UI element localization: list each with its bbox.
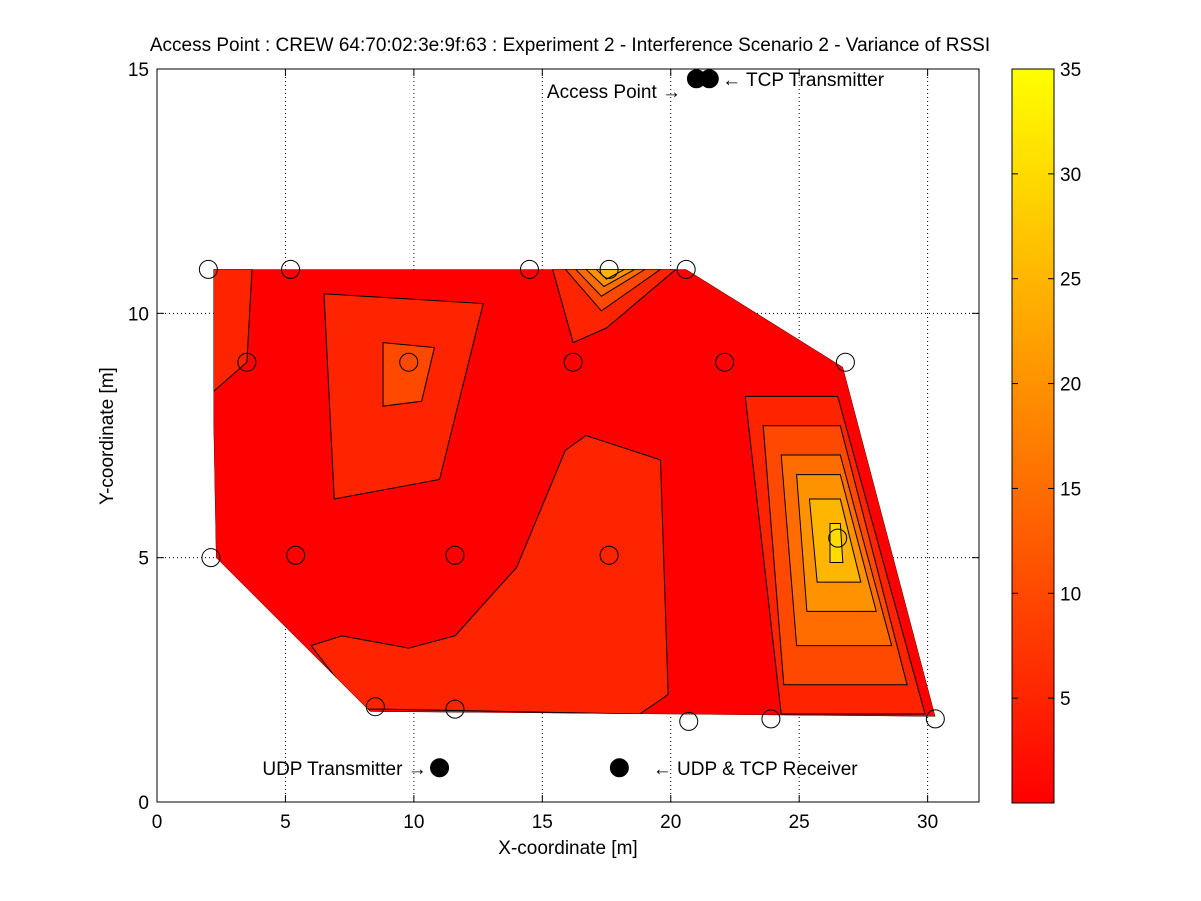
colorbar-tick-label: 5 bbox=[1060, 689, 1071, 710]
annotation-label: ← UDP & TCP Receiver bbox=[653, 759, 859, 780]
device-marker bbox=[699, 69, 719, 89]
colorbar-tick-label: 10 bbox=[1060, 584, 1081, 605]
x-axis-label: X-coordinate [m] bbox=[498, 838, 637, 859]
measurement-point bbox=[835, 352, 855, 372]
y-axis-ticks: 0 5 10 15 bbox=[128, 60, 979, 814]
contour-band bbox=[382, 342, 436, 407]
x-axis-ticks: 0 5 10 15 20 25 30 bbox=[152, 69, 938, 833]
measurement-point bbox=[198, 259, 218, 279]
measurement-point bbox=[828, 528, 848, 548]
measurement-point bbox=[445, 545, 465, 565]
chart-title: Access Point : CREW 64:70:02:3e:9f:63 : … bbox=[150, 35, 990, 56]
x-tick-label: 25 bbox=[789, 812, 810, 833]
x-tick-label: 0 bbox=[152, 812, 163, 833]
x-tick-label: 30 bbox=[917, 812, 938, 833]
colorbar-tick-label: 15 bbox=[1060, 479, 1081, 500]
annotations: Access Point → ← TCP Transmitter UDP Trans… bbox=[262, 70, 884, 780]
annotation-label: Access Point → bbox=[547, 82, 681, 103]
x-tick-label: 15 bbox=[532, 812, 553, 833]
contour-band bbox=[213, 269, 253, 393]
measurement-point bbox=[715, 352, 735, 372]
y-tick-label: 15 bbox=[128, 60, 149, 81]
y-axis-label: Y-coordinate [m] bbox=[97, 367, 118, 505]
colorbar-tick-label: 25 bbox=[1060, 270, 1081, 291]
measurement-point bbox=[237, 352, 257, 372]
measurement-point bbox=[445, 699, 465, 719]
colorbar-tick-label: 30 bbox=[1060, 165, 1081, 186]
measurement-point bbox=[281, 259, 301, 279]
measurement-point bbox=[761, 709, 781, 729]
colorbar-tick-label: 35 bbox=[1060, 60, 1081, 81]
device-marker bbox=[609, 758, 629, 778]
colorbar-gradient bbox=[1011, 68, 1055, 804]
measurement-point bbox=[286, 545, 306, 565]
x-tick-label: 20 bbox=[660, 812, 681, 833]
x-tick-label: 10 bbox=[403, 812, 424, 833]
plot-area: Access Point → ← TCP Transmitter UDP Trans… bbox=[128, 60, 980, 833]
contour-band bbox=[310, 434, 669, 715]
x-tick-label: 5 bbox=[280, 812, 291, 833]
measurement-point bbox=[201, 548, 221, 568]
annotation-label: UDP Transmitter → bbox=[262, 759, 426, 780]
measurement-point bbox=[365, 697, 385, 717]
measurement-point bbox=[676, 259, 696, 279]
colorbar-ticks: 5 10 15 20 25 30 35 bbox=[1012, 60, 1081, 710]
device-markers bbox=[430, 69, 719, 778]
measurement-point bbox=[599, 545, 619, 565]
contour-bands bbox=[213, 269, 936, 717]
measurement-point bbox=[679, 711, 699, 731]
y-tick-label: 10 bbox=[128, 304, 149, 325]
measurement-point bbox=[519, 259, 539, 279]
annotation-label: ← TCP Transmitter bbox=[722, 70, 885, 91]
measurement-point bbox=[399, 352, 419, 372]
device-marker bbox=[430, 758, 450, 778]
measurement-point bbox=[599, 259, 619, 279]
y-tick-label: 5 bbox=[138, 549, 149, 570]
measurement-point bbox=[925, 709, 945, 729]
colorbar-tick-label: 20 bbox=[1060, 375, 1081, 396]
y-tick-label: 0 bbox=[138, 793, 149, 814]
contour-band bbox=[829, 522, 844, 564]
measurement-point bbox=[563, 352, 583, 372]
plot-border bbox=[156, 68, 980, 803]
measurement-points bbox=[198, 259, 945, 731]
colorbar: 5 10 15 20 25 30 35 bbox=[1011, 60, 1081, 804]
